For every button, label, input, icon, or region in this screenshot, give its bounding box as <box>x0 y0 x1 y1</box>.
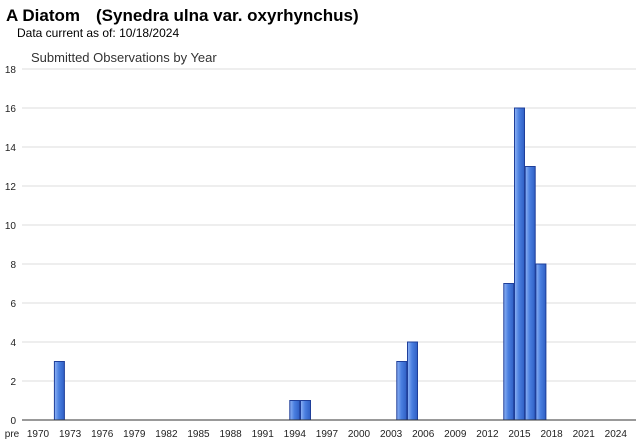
y-tick-label: 10 <box>5 221 17 232</box>
x-tick-label: 1997 <box>316 429 339 440</box>
data-current-label: Data current as of: <box>17 26 116 40</box>
x-tick-label: 1979 <box>123 429 146 440</box>
y-tick-label: 6 <box>10 299 16 310</box>
x-tick-label: 1988 <box>219 429 242 440</box>
x-tick-label: 1976 <box>91 429 114 440</box>
y-tick-label: 16 <box>5 104 17 115</box>
chart-title: Submitted Observations by Year <box>31 50 217 65</box>
x-tick-label: 2021 <box>573 429 596 440</box>
bar-2005 <box>407 341 418 421</box>
x-tick-label: 2000 <box>348 429 371 440</box>
y-tick-label: 14 <box>5 143 17 154</box>
bar-2014 <box>503 283 515 421</box>
x-tick-label: 2006 <box>412 429 435 440</box>
x-tick-label: 1982 <box>155 429 178 440</box>
x-tick-label: 2012 <box>476 429 499 440</box>
x-tick-label: 2018 <box>540 429 563 440</box>
species-title: A Diatom (Synedra ulna var. oxyrhynchus) <box>6 6 359 26</box>
y-tick-label: 4 <box>10 338 16 349</box>
y-tick-label: 12 <box>5 182 17 193</box>
y-tick-label: 2 <box>10 377 16 388</box>
x-tick-label: 1994 <box>284 429 307 440</box>
bar-1994 <box>289 400 301 421</box>
bars <box>53 107 547 421</box>
bar-2004 <box>396 361 408 421</box>
x-tick-label: 2015 <box>508 429 531 440</box>
x-tick-label: 1991 <box>252 429 275 440</box>
x-tick-label: 2003 <box>380 429 403 440</box>
common-name: A Diatom <box>6 6 80 25</box>
x-tick-label: 2024 <box>605 429 628 440</box>
x-tick-label: 2009 <box>444 429 467 440</box>
bar-2016 <box>524 166 536 421</box>
bar-1995 <box>300 400 311 421</box>
x-axis-ticks: pre 1970 1973 1976 1979 1982 1985 1988 1991 1994 1… <box>5 429 628 440</box>
scientific-name: (Synedra ulna var. oxyrhynchus) <box>96 6 359 25</box>
bar-2017 <box>535 263 547 421</box>
x-tick-label: 1973 <box>59 429 82 440</box>
x-tick-label: 1970 <box>27 429 50 440</box>
y-tick-label: 18 <box>5 65 17 76</box>
y-axis-ticks: 0 2 4 6 8 10 12 14 16 18 <box>5 65 17 427</box>
bar-2015 <box>514 107 525 421</box>
data-current-line: Data current as of: 10/18/2024 <box>17 26 179 40</box>
y-tick-label: 8 <box>10 260 16 271</box>
bar-1972 <box>53 361 65 421</box>
y-tick-label: 0 <box>10 416 16 427</box>
x-tick-label: pre <box>5 429 20 440</box>
x-tick-label: 1985 <box>187 429 210 440</box>
data-current-date: 10/18/2024 <box>119 26 180 40</box>
